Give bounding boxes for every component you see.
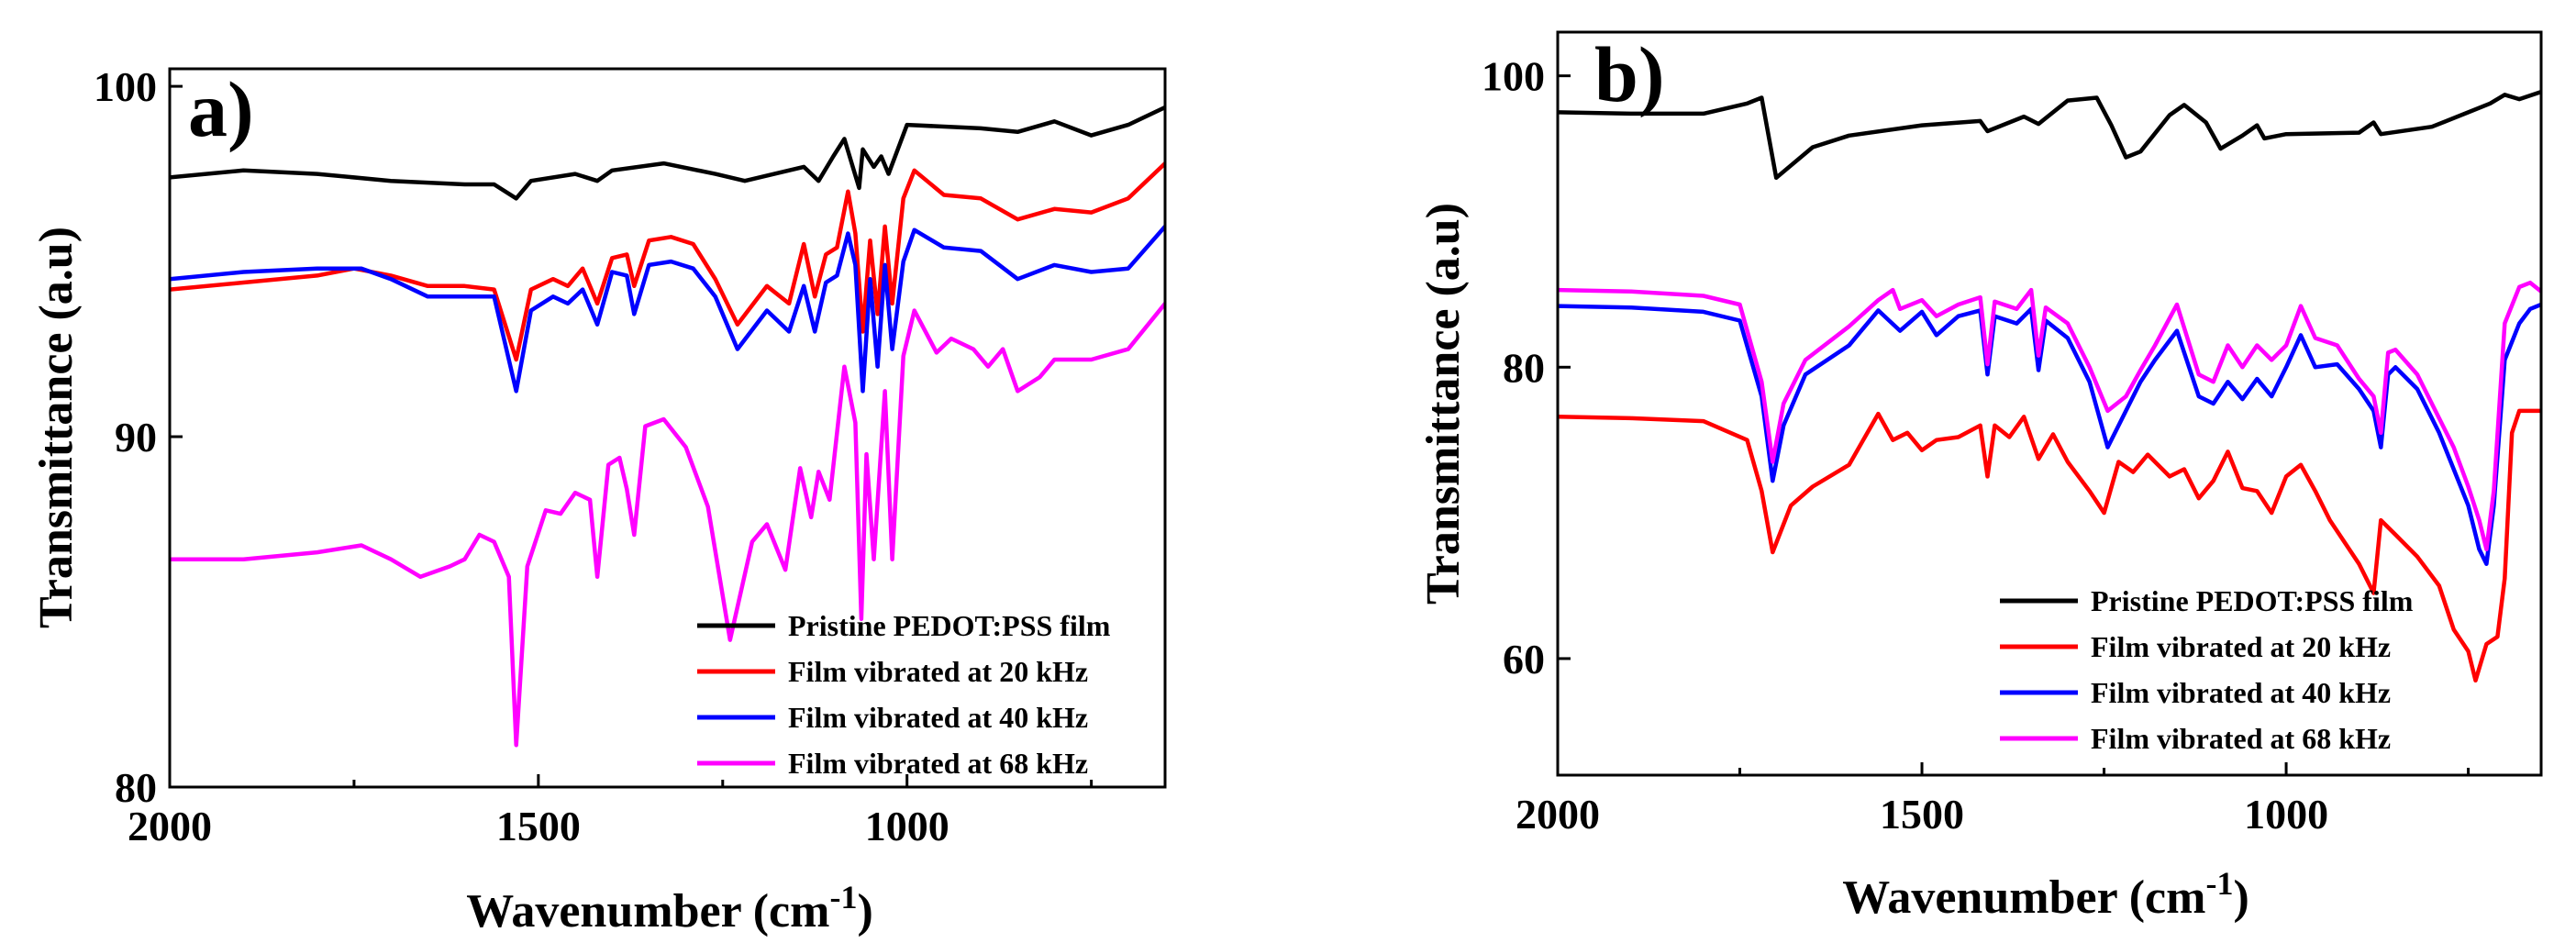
panel-a-series-3-line xyxy=(170,224,1165,394)
panel-a-y-tick-label: 80 xyxy=(115,764,157,811)
panel-a-x-tick-label: 1000 xyxy=(865,803,949,849)
panel-a-legend-label-2: Film vibrated at 20 kHz xyxy=(788,655,1088,688)
panel-a-series-2-line xyxy=(170,161,1165,362)
panel-a-legend-label-1: Pristine PEDOT:PSS film xyxy=(788,609,1111,642)
panel-b-x-axis-title-close: ) xyxy=(2233,871,2248,924)
panel-a-x-axis-title: Wavenumber (cm-1) xyxy=(466,879,873,937)
panel-a-x-axis-title-main: Wavenumber (cm xyxy=(466,885,829,937)
panel-a-series-1-line xyxy=(170,105,1165,201)
panel-b-y-tick-label: 100 xyxy=(1482,53,1545,100)
panel-a-legend-label-4: Film vibrated at 68 kHz xyxy=(788,747,1088,780)
panel-b-legend-label-4: Film vibrated at 68 kHz xyxy=(2091,722,2391,755)
panel-b-legend-label-1: Pristine PEDOT:PSS film xyxy=(2091,584,2414,617)
panel-b-x-axis-title: Wavenumber (cm-1) xyxy=(1842,865,2249,924)
panel-b-y-axis-title: Transmittance (a.u) xyxy=(1417,203,1470,605)
panel-b-x-tick-label: 1000 xyxy=(2244,791,2328,838)
panel-b-series-1-line xyxy=(1558,89,2541,181)
panel-a-x-axis-title-sup: -1 xyxy=(829,879,857,915)
panel-b-legend: Pristine PEDOT:PSS film Film vibrated at … xyxy=(2000,584,2414,755)
panel-b-plot-frame xyxy=(1556,30,2543,777)
panel-b-x-axis-title-sup: -1 xyxy=(2205,865,2233,902)
panel-a-x-tick-label: 2000 xyxy=(128,803,212,849)
panel-b-chart: 2000 1500 1000 60 80 100 b) Transmittance (a.u)… xyxy=(1417,30,2543,924)
panel-a-x-tick-label: 1500 xyxy=(496,803,581,849)
panel-b-x-tick-label: 1500 xyxy=(1880,791,1964,838)
panel-a-legend-label-3: Film vibrated at 40 kHz xyxy=(788,701,1088,734)
panel-a-y-axis-title: Transmittance (a.u) xyxy=(30,227,83,628)
panel-a-x-axis-title-close: ) xyxy=(857,885,872,937)
panel-b-legend-label-2: Film vibrated at 20 kHz xyxy=(2091,630,2391,663)
panel-b-series-4-line xyxy=(1558,280,2541,552)
panel-a-series-group xyxy=(170,105,1165,748)
panel-b-y-tick-label: 60 xyxy=(1503,636,1545,682)
panel-b-x-tick-label: 2000 xyxy=(1516,791,1600,838)
panel-a-y-tick-label: 100 xyxy=(94,63,157,110)
panel-b-legend-label-3: Film vibrated at 40 kHz xyxy=(2091,676,2391,709)
panel-b-panel-label: b) xyxy=(1594,30,1664,118)
panel-b-y-tick-label: 80 xyxy=(1503,344,1545,391)
panel-a-series-4-line xyxy=(170,301,1165,748)
panel-b-series-group xyxy=(1558,89,2541,683)
panel-b-x-axis-title-main: Wavenumber (cm xyxy=(1842,871,2205,924)
panel-a-plot-frame xyxy=(168,67,1167,789)
panel-b-series-2-line xyxy=(1558,408,2541,683)
panel-a-legend: Pristine PEDOT:PSS film Film vibrated at … xyxy=(697,609,1111,780)
panel-a-chart: 2000 1500 1000 80 90 100 a) Transmittance (a.u)… xyxy=(30,63,1167,937)
panel-b-series-3-line xyxy=(1558,302,2541,566)
panel-a-y-tick-label: 90 xyxy=(115,414,157,460)
panel-a-panel-label: a) xyxy=(188,65,254,153)
